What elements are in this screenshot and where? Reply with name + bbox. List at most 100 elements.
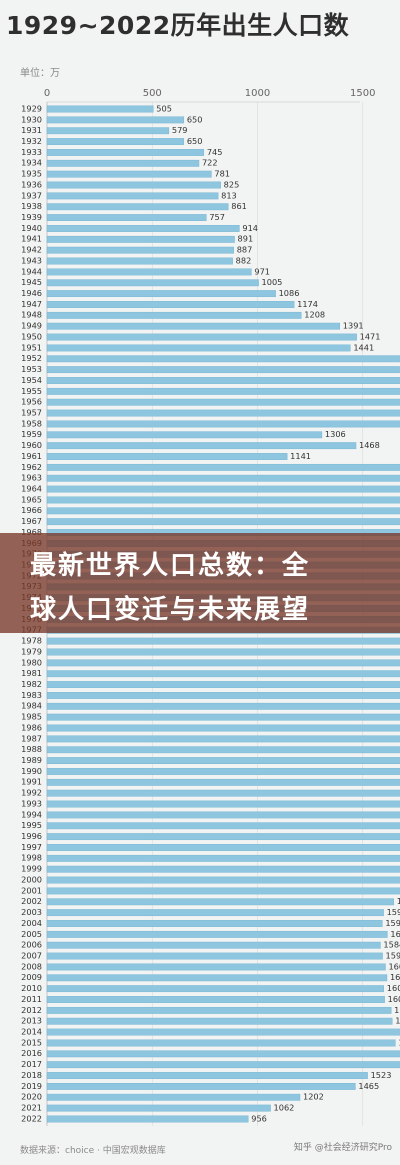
bar [46, 431, 323, 439]
y-tick-label: 1956 [21, 397, 42, 407]
y-tick-label: 1987 [21, 733, 42, 743]
data-label: 650 [187, 136, 203, 146]
bar [46, 1028, 400, 1036]
bar [46, 409, 400, 417]
y-tick-label: 1966 [21, 505, 42, 515]
y-tick-label: 2004 [21, 918, 42, 928]
data-label: 579 [172, 125, 188, 135]
y-tick-label: 1991 [21, 777, 42, 787]
bar [46, 214, 207, 221]
y-tick-label: 1948 [21, 310, 42, 320]
y-tick-label: 1961 [21, 451, 42, 461]
y-tick-label: 1986 [21, 722, 42, 732]
y-tick-label: 1929 [21, 103, 42, 113]
bar [46, 898, 394, 906]
headline-line-1: 最新世界人口总数：全 [30, 551, 311, 581]
bar [46, 789, 400, 797]
bar [46, 387, 400, 395]
bar [46, 692, 400, 699]
y-tick-label: 1985 [21, 712, 42, 722]
bar [46, 398, 400, 406]
y-tick-label: 1959 [21, 429, 42, 439]
bar [46, 1115, 249, 1123]
bar [46, 822, 400, 830]
bar [46, 952, 383, 960]
data-label: 1062 [274, 1103, 295, 1113]
data-label: 1465 [358, 1081, 379, 1091]
bar [46, 138, 185, 145]
y-tick-label: 1951 [21, 342, 42, 352]
y-tick-label: 1980 [21, 657, 42, 667]
x-tick-label: 0 [44, 88, 50, 99]
y-tick-label: 2017 [21, 1059, 42, 1069]
data-label: 861 [231, 201, 247, 211]
x-tick-label: 1500 [350, 88, 375, 99]
y-tick-label: 1957 [21, 407, 42, 417]
y-tick-label: 1953 [21, 364, 42, 374]
y-tick-label: 1984 [21, 701, 42, 711]
data-label: 1600 [387, 983, 400, 993]
bar [46, 811, 400, 819]
bar [46, 713, 400, 721]
y-tick-label: 1997 [21, 842, 42, 852]
data-label: 887 [237, 245, 253, 255]
bar [46, 442, 357, 450]
y-tick-label: 2011 [21, 994, 42, 1004]
y-tick-label: 1962 [21, 462, 42, 472]
y-tick-label: 1995 [21, 820, 42, 830]
bar [46, 301, 295, 308]
chart-title: 1929~2022历年出生人口数 [6, 11, 350, 40]
y-tick-label: 1949 [21, 321, 42, 331]
bar [46, 854, 400, 862]
y-tick-label: 1992 [21, 788, 42, 798]
y-tick-label: 1958 [21, 418, 42, 428]
bar [46, 246, 234, 254]
y-tick-label: 1996 [21, 831, 42, 841]
y-tick-label: 1941 [21, 234, 42, 244]
data-label: 813 [221, 190, 237, 200]
bar [46, 105, 154, 113]
bar [46, 778, 400, 786]
x-tick-label: 1000 [245, 88, 270, 99]
y-tick-label: 1999 [21, 864, 42, 874]
bar [46, 909, 384, 917]
data-label: 1604 [388, 994, 400, 1004]
bar [46, 279, 259, 287]
bar [46, 996, 385, 1003]
bar [46, 1082, 356, 1090]
y-tick-label: 1967 [21, 516, 42, 526]
data-label: 1005 [262, 277, 283, 287]
y-tick-label: 2009 [21, 972, 42, 982]
bar [46, 463, 400, 471]
bar [46, 648, 400, 656]
data-label: 971 [254, 266, 270, 276]
y-tick-label: 2015 [21, 1037, 42, 1047]
data-label: 1615 [390, 972, 400, 982]
y-tick-label: 1944 [21, 266, 42, 276]
y-tick-label: 1963 [21, 473, 42, 483]
headline-line-2: 球人口变迁与未来展望 [30, 595, 311, 625]
bar [46, 453, 288, 460]
y-tick-label: 2010 [21, 983, 42, 993]
bar [46, 941, 381, 949]
y-tick-label: 1954 [21, 375, 42, 385]
bar [46, 257, 233, 265]
y-tick-label: 1935 [21, 169, 42, 179]
bar [46, 485, 400, 493]
y-tick-label: 1932 [21, 136, 42, 146]
bar [46, 116, 185, 124]
data-label: 1655 [398, 1037, 400, 1047]
bar [46, 800, 400, 808]
source-label: 数据来源：choice · 中国宏观数据库 [20, 1146, 166, 1156]
y-tick-label: 2016 [21, 1048, 42, 1058]
y-tick-label: 1939 [21, 212, 42, 222]
bar [46, 974, 388, 982]
y-tick-label: 2018 [21, 1070, 42, 1080]
x-tick-label: 500 [143, 88, 162, 99]
bar [46, 322, 341, 330]
bar [46, 149, 205, 156]
y-tick-label: 1933 [21, 147, 42, 157]
bar [46, 920, 383, 927]
data-label: 956 [251, 1113, 267, 1123]
